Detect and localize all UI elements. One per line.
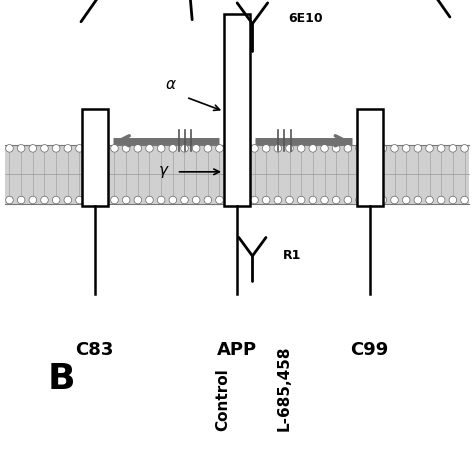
Circle shape bbox=[122, 145, 130, 152]
Circle shape bbox=[204, 196, 211, 204]
Circle shape bbox=[286, 145, 293, 152]
Circle shape bbox=[192, 196, 200, 204]
Text: C99: C99 bbox=[351, 341, 389, 359]
Circle shape bbox=[228, 196, 235, 204]
Circle shape bbox=[239, 145, 246, 152]
Circle shape bbox=[367, 196, 375, 204]
Text: C83: C83 bbox=[76, 341, 114, 359]
Circle shape bbox=[286, 196, 293, 204]
Circle shape bbox=[239, 196, 246, 204]
Circle shape bbox=[111, 145, 118, 152]
Circle shape bbox=[87, 196, 95, 204]
Text: 6E10: 6E10 bbox=[288, 12, 323, 26]
Circle shape bbox=[169, 145, 177, 152]
Circle shape bbox=[134, 196, 142, 204]
Circle shape bbox=[461, 145, 468, 152]
Circle shape bbox=[251, 196, 258, 204]
Circle shape bbox=[6, 196, 13, 204]
Circle shape bbox=[64, 196, 72, 204]
Circle shape bbox=[367, 145, 375, 152]
Circle shape bbox=[379, 145, 387, 152]
Circle shape bbox=[344, 145, 352, 152]
Circle shape bbox=[438, 196, 445, 204]
Circle shape bbox=[41, 145, 48, 152]
Circle shape bbox=[414, 145, 422, 152]
Circle shape bbox=[297, 145, 305, 152]
Circle shape bbox=[18, 196, 25, 204]
Circle shape bbox=[449, 145, 456, 152]
Text: $\gamma$: $\gamma$ bbox=[158, 164, 169, 180]
Circle shape bbox=[228, 145, 235, 152]
Circle shape bbox=[181, 145, 188, 152]
Circle shape bbox=[216, 196, 223, 204]
Circle shape bbox=[204, 145, 211, 152]
Circle shape bbox=[461, 196, 468, 204]
Circle shape bbox=[402, 145, 410, 152]
Text: $\alpha$: $\alpha$ bbox=[165, 77, 176, 92]
Circle shape bbox=[391, 145, 398, 152]
Circle shape bbox=[41, 196, 48, 204]
Circle shape bbox=[263, 145, 270, 152]
Circle shape bbox=[251, 145, 258, 152]
Bar bbox=[356, 109, 383, 206]
Text: B: B bbox=[47, 362, 75, 396]
Circle shape bbox=[402, 196, 410, 204]
Circle shape bbox=[111, 196, 118, 204]
Text: APP: APP bbox=[217, 341, 257, 359]
Circle shape bbox=[146, 196, 153, 204]
Circle shape bbox=[18, 145, 25, 152]
Circle shape bbox=[122, 196, 130, 204]
Text: Control: Control bbox=[215, 369, 230, 431]
Circle shape bbox=[438, 145, 445, 152]
Circle shape bbox=[274, 196, 282, 204]
Circle shape bbox=[426, 145, 433, 152]
Bar bbox=[82, 109, 108, 206]
Circle shape bbox=[263, 196, 270, 204]
Bar bbox=[224, 14, 250, 206]
Circle shape bbox=[309, 196, 317, 204]
Text: R1: R1 bbox=[283, 249, 301, 263]
Circle shape bbox=[52, 145, 60, 152]
Circle shape bbox=[64, 145, 72, 152]
Circle shape bbox=[356, 145, 363, 152]
Circle shape bbox=[379, 196, 387, 204]
Circle shape bbox=[297, 196, 305, 204]
Circle shape bbox=[192, 145, 200, 152]
Circle shape bbox=[87, 145, 95, 152]
Circle shape bbox=[391, 196, 398, 204]
Circle shape bbox=[29, 196, 36, 204]
Circle shape bbox=[216, 145, 223, 152]
Circle shape bbox=[6, 145, 13, 152]
Circle shape bbox=[344, 196, 352, 204]
Circle shape bbox=[29, 145, 36, 152]
Circle shape bbox=[157, 196, 165, 204]
Circle shape bbox=[449, 196, 456, 204]
Circle shape bbox=[414, 196, 422, 204]
Circle shape bbox=[426, 196, 433, 204]
Circle shape bbox=[332, 145, 340, 152]
Circle shape bbox=[99, 145, 107, 152]
Circle shape bbox=[321, 145, 328, 152]
Circle shape bbox=[169, 196, 177, 204]
Circle shape bbox=[76, 145, 83, 152]
Circle shape bbox=[356, 196, 363, 204]
Text: L-685,458: L-685,458 bbox=[277, 346, 292, 431]
Circle shape bbox=[134, 145, 142, 152]
Circle shape bbox=[76, 196, 83, 204]
Circle shape bbox=[99, 196, 107, 204]
Bar bbox=[5, 145, 469, 204]
Circle shape bbox=[181, 196, 188, 204]
Circle shape bbox=[332, 196, 340, 204]
Circle shape bbox=[321, 196, 328, 204]
Circle shape bbox=[157, 145, 165, 152]
Circle shape bbox=[274, 145, 282, 152]
Circle shape bbox=[309, 145, 317, 152]
Circle shape bbox=[52, 196, 60, 204]
Circle shape bbox=[146, 145, 153, 152]
